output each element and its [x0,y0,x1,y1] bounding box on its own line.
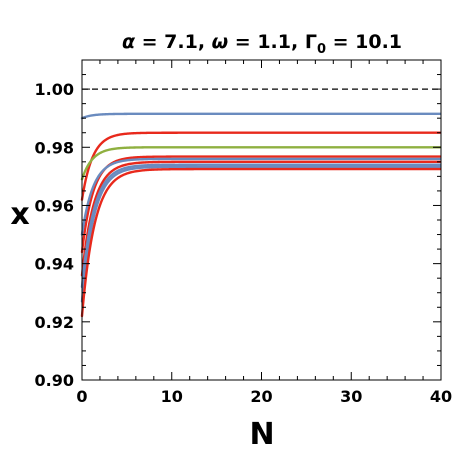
y-tick-label-3: 0.96 [35,196,74,215]
ticks-group [81,59,442,381]
series-line-4 [80,155,442,254]
title-gamma-value: = 10.1 [326,31,402,53]
series-line-7 [80,163,442,289]
x-tick-label-3: 30 [340,387,362,406]
title-omega-value: = 1.1, [228,31,305,53]
x-tick-label-4: 40 [430,387,452,406]
x-tick-label-0: 0 [76,387,87,406]
series-line-3 [80,146,442,181]
title-gamma-symbol: Γ [305,31,317,53]
series-line-2 [80,131,442,201]
series-line-9 [80,167,442,318]
chart-title: α = 7.1, ω = 1.1, Γ0 = 10.1 [122,31,402,57]
y-tick-label-0: 0.90 [35,371,74,390]
plot-frame [81,59,442,381]
title-alpha-symbol: α [122,31,136,53]
title-alpha-value: = 7.1, [135,31,212,53]
y-tick-label-5: 1.00 [35,80,74,99]
x-axis-label: N [249,417,274,452]
title-omega-symbol: ω [212,31,229,53]
x-tick-label-1: 10 [161,387,183,406]
x-tick-labels: 0 10 20 30 40 [76,387,452,406]
y-axis-label: x [10,197,29,232]
series-line-8 [80,165,442,303]
y-tick-label-4: 0.98 [35,138,74,157]
y-tick-label-2: 0.94 [35,255,74,274]
series-line-1 [80,112,442,120]
y-tick-labels: 0.90 0.92 0.94 0.96 0.98 1.00 [35,80,74,390]
title-gamma-subscript: 0 [317,42,326,57]
series-line-6 [80,160,442,277]
series-line-5 [80,157,442,236]
series-group [80,112,442,318]
x-tick-label-2: 20 [250,387,272,406]
y-tick-label-1: 0.92 [35,313,74,332]
